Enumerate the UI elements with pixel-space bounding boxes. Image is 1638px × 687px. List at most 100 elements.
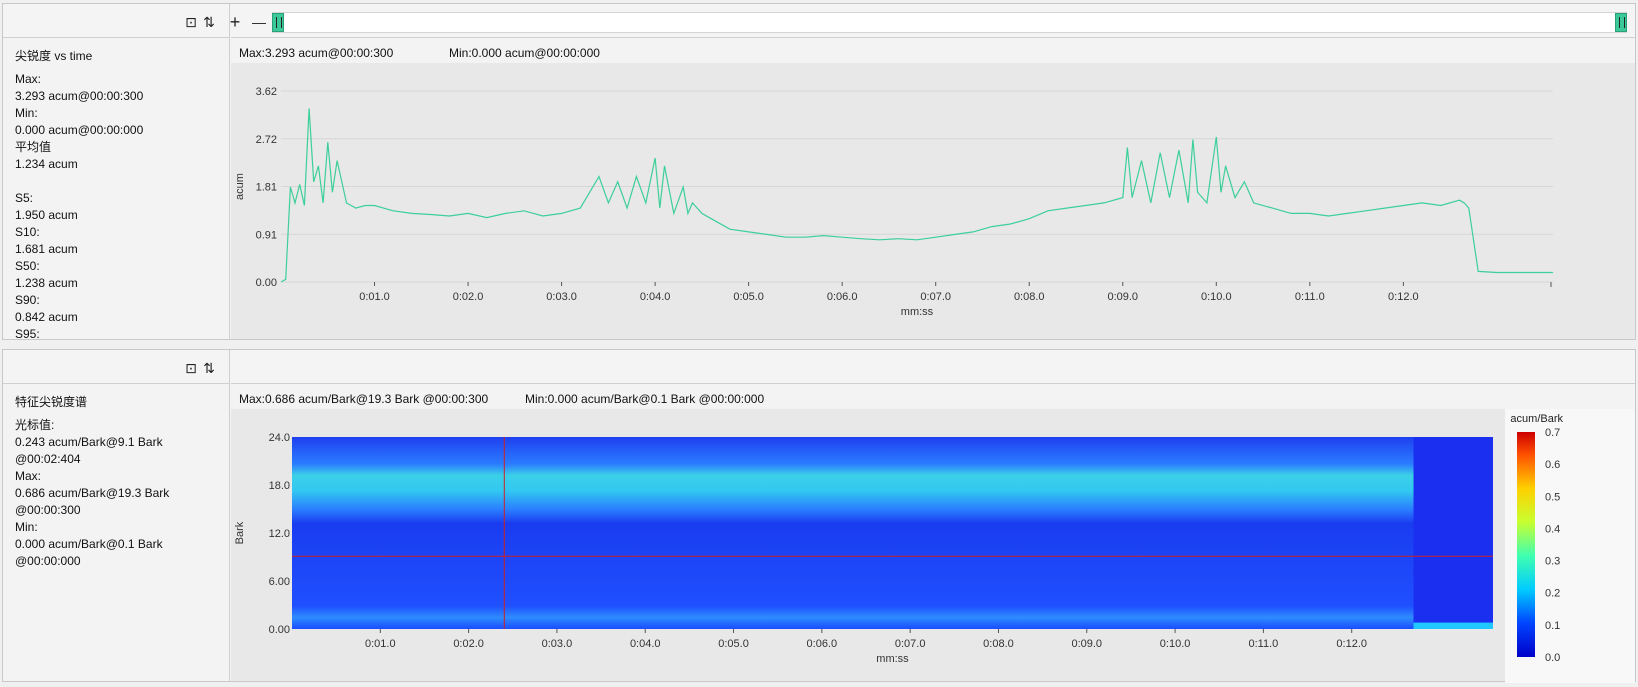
stat-line: S10: — [15, 225, 40, 239]
stat-line: 0.243 acum/Bark@9.1 Bark — [15, 435, 163, 449]
y-tick-label: 0.00 — [269, 624, 290, 636]
spectrum-stats: 特征尖锐度谱 光标值: 0.243 acum/Bark@9.1 Bark @00:0… — [3, 384, 229, 580]
sort-icon[interactable]: ⇅ — [203, 360, 215, 376]
x-tick-label: 0:07.0 — [920, 291, 951, 303]
time-range-slider[interactable] — [272, 12, 1627, 33]
stat-line: S50: — [15, 259, 40, 273]
stat-line: @00:00:000 — [15, 554, 81, 568]
colorbar-tick-label: 0.3 — [1545, 556, 1560, 568]
min-label: Min:0.000 acum/Bark@0.1 Bark @00:00:000 — [525, 392, 765, 406]
stat-line: Max: — [15, 469, 42, 483]
y-tick-label: 6.00 — [269, 576, 290, 588]
y-tick-label: 0.91 — [256, 229, 277, 241]
y-tick-label: 3.62 — [256, 86, 277, 98]
x-tick-label: 0:04.0 — [640, 291, 671, 303]
y-tick-label: 24.0 — [269, 432, 290, 444]
spectrum-toolbar — [231, 350, 1635, 384]
stat-line: 平均值 — [15, 140, 52, 154]
stat-line: 3.293 acum@00:00:300 — [15, 89, 144, 103]
y-tick-label: 1.81 — [256, 182, 277, 194]
x-axis-label: mm:ss — [901, 306, 934, 318]
y-axis-label: acum — [234, 173, 246, 200]
crop-icon[interactable]: ⊡ — [185, 14, 197, 30]
max-label: Max:3.293 acum@00:00:300 — [239, 46, 394, 60]
x-tick-label: 0:11.0 — [1295, 291, 1325, 303]
stat-line: @00:02:404 — [15, 452, 81, 466]
line-chart[interactable]: 0.00 0.91 1.81 2.72 3.62 0:01.0 0:02.0 0:03.0 0:… — [231, 63, 1637, 341]
time-range-toolbar: + — — [230, 4, 1635, 38]
x-tick-label: 0:10.0 — [1201, 291, 1232, 303]
y-tick-label: 12.0 — [269, 528, 290, 540]
x-tick-label: 0:09.0 — [1071, 638, 1102, 650]
zoom-out-button[interactable]: — — [252, 14, 266, 30]
x-tick-label: 0:08.0 — [1014, 291, 1045, 303]
stats-list: 光标值: 0.243 acum/Bark@9.1 Bark @00:02:404 Ma… — [15, 417, 217, 570]
x-tick-label: 0:09.0 — [1107, 291, 1138, 303]
heatmap-fill — [292, 437, 1414, 629]
colorbar-tick-label: 0.0 — [1545, 652, 1560, 664]
stat-line: Min: — [15, 106, 38, 120]
x-tick-label: 0:05.0 — [733, 291, 764, 303]
chart-stats-bar: Max:3.293 acum@00:00:300 Min:0.000 acum@… — [231, 39, 1635, 63]
x-tick-label: 0:07.0 — [895, 638, 926, 650]
max-label: Max:0.686 acum/Bark@19.3 Bark @00:00:300 — [239, 392, 489, 406]
sort-icon[interactable]: ⇅ — [203, 14, 215, 30]
x-tick-label: 0:05.0 — [718, 638, 749, 650]
zoom-in-button[interactable]: + — [229, 12, 241, 32]
spectrum-main: Max:0.686 acum/Bark@19.3 Bark @00:00:300… — [231, 350, 1637, 683]
colorbar-tick-label: 0.6 — [1545, 459, 1560, 471]
panel-title: 尖锐度 vs time — [15, 49, 93, 63]
stat-line: S90: — [15, 293, 40, 307]
range-end-handle[interactable] — [1615, 13, 1627, 32]
x-tick-label: 0:12.0 — [1388, 291, 1419, 303]
sharpness-stats: 尖锐度 vs time Max: 3.293 acum@00:00:300 Min:… — [3, 38, 229, 353]
chart-stats-bar: Max:0.686 acum/Bark@19.3 Bark @00:00:300… — [231, 385, 1635, 409]
y-tick-label: 18.0 — [269, 480, 290, 492]
sidebar-toolbar: ⊡ ⇅ — [3, 4, 229, 38]
x-tick-label: 0:10.0 — [1160, 638, 1191, 650]
colorbar-tick-label: 0.2 — [1545, 588, 1560, 600]
sharpness-spectrum-panel: ⊡ ⇅ 特征尖锐度谱 光标值: 0.243 acum/Bark@9.1 Bark @… — [2, 349, 1637, 683]
colorbar-label: acum/Bark — [1510, 413, 1563, 425]
sharpness-series-line — [280, 108, 1553, 283]
sharpness-plot[interactable]: 0.00 0.91 1.81 2.72 3.62 0:01.0 0:02.0 0:03.0 0:… — [231, 63, 1635, 339]
stat-line: 光标值: — [15, 418, 55, 432]
stat-line: 1.681 acum — [15, 242, 78, 256]
range-start-handle[interactable] — [272, 13, 284, 32]
x-tick-label: 0:12.0 — [1336, 638, 1367, 650]
x-axis-label: mm:ss — [876, 653, 909, 665]
heatmap-chart[interactable]: 0.00 6.00 12.0 18.0 24.0 0:01.0 0:02.0 0:03.0 0:… — [231, 409, 1637, 683]
sharpness-time-panel: ⊡ ⇅ 尖锐度 vs time Max: 3.293 acum@00:00:300… — [2, 3, 1636, 341]
x-tick-label: 0:04.0 — [630, 638, 661, 650]
stat-line: 1.234 acum — [15, 157, 78, 171]
stat-line: S95: — [15, 327, 40, 341]
spectrum-plot[interactable]: 0.00 6.00 12.0 18.0 24.0 0:01.0 0:02.0 0:03.0 0:… — [231, 409, 1637, 683]
stat-line: Min: — [15, 520, 38, 534]
crop-icon[interactable]: ⊡ — [185, 360, 197, 376]
stat-line: Max: — [15, 72, 42, 86]
sharpness-main: + — Max:3.293 acum@00:00:300 Min:0.000 a… — [230, 4, 1635, 339]
x-tick-label: 0:02.0 — [453, 638, 484, 650]
colorbar-tick-label: 0.5 — [1545, 491, 1560, 503]
sharpness-sidebar: ⊡ ⇅ 尖锐度 vs time Max: 3.293 acum@00:00:300… — [3, 4, 230, 341]
stat-line: 0.000 acum@00:00:000 — [15, 123, 144, 137]
colorbar-tick-label: 0.4 — [1545, 523, 1560, 535]
x-tick-label: 0:06.0 — [807, 638, 838, 650]
stat-line: 0.000 acum/Bark@0.1 Bark — [15, 537, 163, 551]
y-tick-label: 2.72 — [256, 134, 277, 146]
x-tick-label: 0:01.0 — [365, 638, 396, 650]
colorbar-tick-label: 0.7 — [1545, 427, 1560, 439]
panel-title: 特征尖锐度谱 — [15, 395, 88, 409]
colorbar-tick-label: 0.1 — [1545, 620, 1560, 632]
x-tick-label: 0:08.0 — [983, 638, 1014, 650]
sidebar-toolbar: ⊡ ⇅ — [3, 350, 229, 384]
stat-line: S5: — [15, 191, 34, 205]
stat-line: 0.686 acum/Bark@19.3 Bark — [15, 486, 170, 500]
stat-line: @00:00:300 — [15, 503, 81, 517]
min-label: Min:0.000 acum@00:00:000 — [449, 46, 600, 60]
colorbar — [1517, 432, 1535, 657]
x-tick-label: 0:03.0 — [546, 291, 577, 303]
heatmap-fill — [1413, 622, 1493, 629]
stat-line: 1.950 acum — [15, 208, 78, 222]
y-tick-label: 0.00 — [256, 277, 277, 289]
